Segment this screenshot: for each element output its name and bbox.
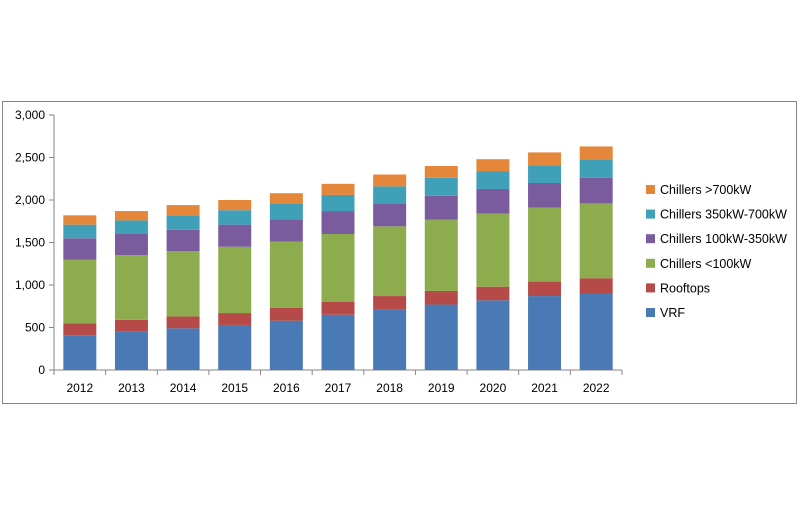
bar-chillers-700kw-2019: [424, 166, 458, 178]
legend-swatch: [646, 258, 655, 268]
y-tick-label: 500: [25, 321, 45, 335]
x-tick-label: 2012: [66, 381, 93, 395]
legend-swatch: [646, 283, 655, 293]
bar-chillers-100kw-350kw-2015: [218, 224, 252, 247]
x-tick-label: 2018: [376, 381, 403, 395]
bar-chillers-100kw-350kw-2014: [166, 229, 200, 251]
bar-chillers-350kw-700kw-2013: [114, 220, 148, 234]
bar-vrf-2021: [528, 296, 562, 370]
bar-chillers-100kw-350kw-2020: [476, 188, 510, 214]
bar-rooftops-2017: [321, 302, 355, 315]
bar-chillers-700kw-2013: [114, 211, 148, 221]
bar-vrf-2019: [424, 304, 458, 370]
y-tick-label: 3,000: [15, 108, 45, 122]
bar-chillers-350kw-700kw-2016: [269, 203, 303, 220]
bar-chillers-350kw-700kw-2018: [373, 186, 407, 204]
bar-chillers-700kw-2022: [579, 146, 613, 160]
bar-chillers-100kw-350kw-2017: [321, 211, 355, 234]
bar-chillers-700kw-2016: [269, 193, 303, 204]
x-tick-label: 2016: [273, 381, 300, 395]
bar-rooftops-2016: [269, 307, 303, 321]
bar-vrf-2020: [476, 300, 510, 370]
x-tick-label: 2020: [480, 381, 507, 395]
bar-chillers-100kw-350kw-2021: [528, 183, 562, 208]
bar-chillers-350kw-700kw-2021: [528, 165, 562, 183]
bar-chillers-350kw-700kw-2019: [424, 177, 458, 196]
bar-rooftops-2022: [579, 278, 613, 294]
bar-vrf-2012: [63, 335, 97, 370]
x-tick-label: 2014: [170, 381, 197, 395]
bar-chillers-350kw-700kw-2014: [166, 215, 200, 230]
bar-chillers-100kw-2021: [528, 207, 562, 282]
bar-chillers-100kw-2016: [269, 241, 303, 308]
bar-rooftops-2020: [476, 286, 510, 301]
bar-chillers-700kw-2015: [218, 200, 252, 211]
legend-label: Chillers <100kW: [660, 257, 752, 271]
bar-vrf-2015: [218, 324, 252, 370]
bar-chillers-100kw-2013: [114, 255, 148, 320]
legend-label: Chillers >700kW: [660, 183, 752, 197]
bar-chillers-100kw-350kw-2012: [63, 238, 97, 260]
legend-swatch: [646, 308, 655, 317]
x-tick-label: 2022: [583, 381, 610, 395]
legend-swatch: [646, 185, 655, 194]
bar-chillers-100kw-350kw-2016: [269, 219, 303, 242]
y-tick-label: 2,000: [15, 193, 45, 207]
legend-label: Chillers 100kW-350kW: [660, 232, 787, 246]
bar-chillers-700kw-2021: [528, 152, 562, 166]
bar-chillers-700kw-2012: [63, 215, 97, 225]
y-tick-label: 1,500: [15, 236, 45, 250]
bar-chillers-100kw-350kw-2019: [424, 195, 458, 220]
legend-label: VRF: [660, 306, 685, 320]
bar-chillers-100kw-2020: [476, 213, 510, 287]
bar-chillers-100kw-350kw-2018: [373, 203, 407, 227]
y-tick-label: 0: [38, 363, 45, 377]
bar-chillers-350kw-700kw-2017: [321, 194, 355, 212]
bar-chillers-700kw-2017: [321, 183, 355, 195]
bar-chillers-100kw-350kw-2013: [114, 234, 148, 256]
x-tick-label: 2021: [531, 381, 558, 395]
y-tick-label: 1,000: [15, 278, 45, 292]
bar-chillers-350kw-700kw-2015: [218, 210, 252, 225]
bar-rooftops-2019: [424, 290, 458, 305]
bar-rooftops-2014: [166, 316, 200, 329]
y-tick-label: 2,500: [15, 151, 45, 165]
bar-chillers-350kw-700kw-2012: [63, 224, 97, 239]
legend-label: Chillers 350kW-700kW: [660, 208, 787, 222]
bar-chillers-100kw-2022: [579, 203, 613, 279]
bar-vrf-2018: [373, 309, 407, 370]
bar-chillers-700kw-2014: [166, 205, 200, 216]
bar-chillers-350kw-700kw-2022: [579, 159, 613, 178]
bar-chillers-100kw-2017: [321, 234, 355, 302]
bar-rooftops-2013: [114, 319, 148, 332]
bar-rooftops-2021: [528, 281, 562, 297]
x-tick-label: 2017: [325, 381, 352, 395]
bar-chillers-700kw-2020: [476, 159, 510, 172]
bar-vrf-2022: [579, 293, 613, 370]
bar-chillers-100kw-2018: [373, 226, 407, 297]
bar-chillers-100kw-2012: [63, 259, 97, 324]
legend-swatch: [646, 234, 655, 244]
bar-rooftops-2018: [373, 296, 407, 310]
bar-rooftops-2012: [63, 323, 97, 336]
x-tick-label: 2019: [428, 381, 455, 395]
bar-chillers-100kw-2015: [218, 246, 252, 314]
bar-vrf-2016: [269, 320, 303, 370]
bar-vrf-2014: [166, 328, 200, 370]
legend-swatch: [646, 209, 655, 219]
x-tick-label: 2013: [118, 381, 145, 395]
bar-chillers-100kw-2019: [424, 219, 458, 291]
bar-chillers-100kw-350kw-2022: [579, 177, 613, 204]
legend-label: Rooftops: [660, 281, 710, 295]
x-tick-label: 2015: [221, 381, 248, 395]
bar-rooftops-2015: [218, 313, 252, 325]
bar-chillers-100kw-2014: [166, 251, 200, 317]
bar-vrf-2017: [321, 314, 355, 370]
bar-chillers-350kw-700kw-2020: [476, 171, 510, 189]
bar-vrf-2013: [114, 331, 148, 370]
bar-chillers-700kw-2018: [373, 174, 407, 187]
